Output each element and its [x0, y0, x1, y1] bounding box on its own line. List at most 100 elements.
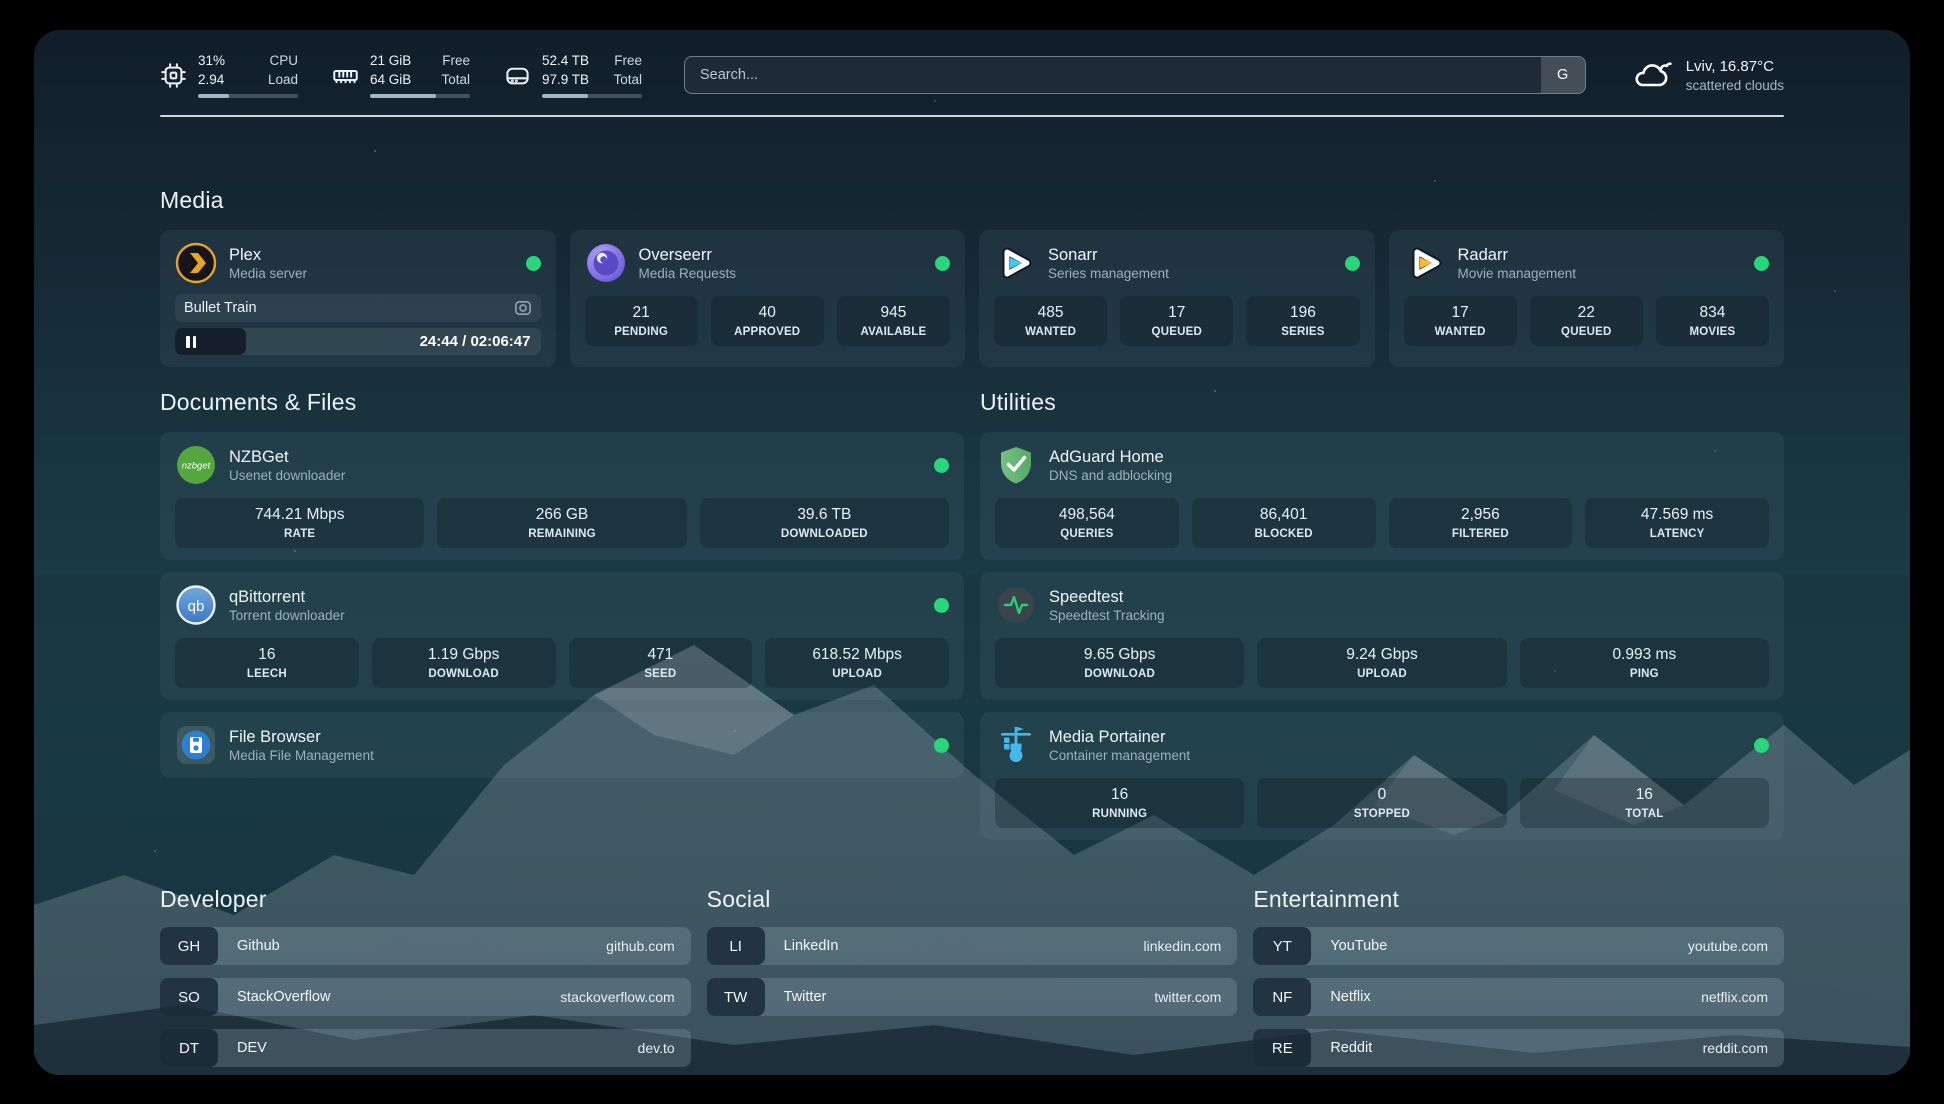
section-title-utilities: Utilities [980, 389, 1056, 415]
stat-series: 196 SERIES [1246, 296, 1360, 346]
service-card-qbittorrent[interactable]: qb qBittorrent Torrent downloader 16 LEEC… [160, 572, 964, 700]
snow-specks [34, 30, 36, 32]
service-card-adguard[interactable]: AdGuard Home DNS and adblocking 498,564 Q… [980, 432, 1784, 560]
bookmark-abbr: YT [1253, 927, 1312, 965]
service-card-overseerr[interactable]: Overseerr Media Requests 21 PENDING 40 APP… [569, 230, 965, 367]
playback-progress-bar: 24:44 / 02:06:47 [175, 328, 541, 355]
stat-downloaded: 39.6 TB DOWNLOADED [699, 498, 949, 548]
bookmark-abbr: DT [160, 1029, 218, 1067]
service-card-filebrowser[interactable]: File Browser Media File Management [160, 712, 964, 778]
service-card-nzbget[interactable]: nzbget NZBGet Usenet downloader 744.21 M… [160, 432, 964, 560]
disk-total: 97.9 TB [542, 71, 590, 87]
bookmark-twitter[interactable]: TW Twitter twitter.com [706, 978, 1238, 1016]
radarr-icon [1412, 247, 1441, 279]
status-dot [934, 737, 949, 753]
search-provider-button[interactable]: G [1540, 57, 1585, 93]
header-divider [160, 115, 1784, 117]
section-title-social: Social [706, 886, 771, 912]
dashboard-window: 31% CPU 2.94 Load 21 GiB Free 64 GiB Total [34, 30, 1910, 1075]
service-desc: Media server [229, 266, 308, 282]
memory-free: 21 GiB [370, 52, 412, 68]
bookmark-github[interactable]: GH Github github.com [160, 927, 691, 965]
bookmark-netflix[interactable]: NF Netflix netflix.com [1253, 978, 1784, 1016]
stat-ping: 0.993 ms PING [1519, 638, 1769, 688]
stat-pending: 21 PENDING [584, 296, 698, 346]
playback-time: 24:44 / 02:06:47 [419, 333, 531, 350]
bookmark-abbr: TW [706, 978, 765, 1016]
service-card-radarr[interactable]: Radarr Movie management 17 WANTED 22 QUEUE… [1388, 230, 1784, 367]
section-title-documents: Documents & Files [160, 389, 357, 415]
service-card-portainer[interactable]: Media Portainer Container management 16 R… [980, 712, 1784, 840]
filebrowser-icon [177, 726, 215, 764]
service-card-plex[interactable]: Plex Media server Bullet Train 24:44 / 0… [160, 230, 556, 367]
bookmark-abbr: RE [1253, 1029, 1312, 1067]
bookmark-stackoverflow[interactable]: SO StackOverflow stackoverflow.com [160, 978, 691, 1016]
qbittorrent-icon: qb [176, 585, 216, 625]
bookmark-dev[interactable]: DT DEV dev.to [160, 1029, 691, 1067]
nzbget-icon: nzbget [177, 446, 215, 484]
cpu-percent: 31% [198, 52, 226, 68]
search-box: G [684, 56, 1586, 94]
bookmark-linkedin[interactable]: LI LinkedIn linkedin.com [706, 927, 1238, 965]
service-name: Plex [229, 245, 262, 264]
memory-progress-bar [370, 94, 470, 99]
media-grid: Plex Media server Bullet Train 24:44 / 0… [160, 230, 1784, 367]
service-name: File Browser [229, 727, 321, 746]
service-desc: Movie management [1457, 266, 1577, 282]
service-name: Radarr [1457, 245, 1508, 264]
adguard-icon [1001, 447, 1031, 484]
status-dot [1754, 255, 1769, 271]
service-desc: Usenet downloader [229, 468, 346, 484]
stat-available: 945 AVAILABLE [836, 296, 951, 346]
section-title-media: Media [160, 187, 224, 213]
stat-leech: 16 LEECH [175, 638, 359, 688]
service-desc: Media File Management [229, 748, 374, 764]
cpu-icon [161, 62, 186, 88]
search-input[interactable] [684, 56, 1586, 94]
status-dot [935, 255, 950, 271]
resource-widgets: 31% CPU 2.94 Load 21 GiB Free 64 GiB Total [160, 52, 642, 99]
status-dot [1344, 255, 1360, 271]
top-bar: 31% CPU 2.94 Load 21 GiB Free 64 GiB Total [160, 42, 1784, 108]
service-name: Speedtest [1049, 587, 1124, 606]
stat-seed: 471 SEED [568, 638, 753, 688]
bookmark-abbr: SO [160, 978, 218, 1016]
status-dot [934, 597, 949, 613]
stat-stopped: 0 STOPPED [1257, 778, 1507, 828]
mountain-background [34, 645, 1910, 1075]
stat-total: 16 TOTAL [1519, 778, 1769, 828]
service-name: NZBGet [229, 447, 289, 466]
weather-location: Lviv, 16.87°C [1685, 58, 1774, 76]
service-desc: Speedtest Tracking [1049, 608, 1165, 624]
bookmark-youtube[interactable]: YT YouTube youtube.com [1253, 927, 1784, 965]
bookmark-group-entertainment: Entertainment YT YouTube youtube.com NF … [1253, 886, 1784, 1067]
speedtest-icon [998, 587, 1034, 623]
stat-upload: 9.24 Gbps UPLOAD [1257, 638, 1507, 688]
disk-progress-bar [542, 94, 642, 99]
sonarr-icon [1002, 247, 1032, 279]
stat-download: 9.65 Gbps DOWNLOAD [995, 638, 1245, 688]
cpu-progress-bar [198, 94, 298, 99]
service-name: Sonarr [1048, 245, 1098, 264]
service-name: Media Portainer [1049, 727, 1166, 746]
disk-icon [506, 67, 529, 84]
utilities-column: Utilities [980, 389, 1784, 840]
bookmark-reddit[interactable]: RE Reddit reddit.com [1253, 1029, 1784, 1067]
plex-icon [175, 242, 217, 284]
stat-remaining: 266 GB REMAINING [437, 498, 687, 548]
service-card-sonarr[interactable]: Sonarr Series management 485 WANTED 17 QUE… [979, 230, 1375, 367]
section-title-entertainment: Entertainment [1253, 886, 1400, 912]
service-card-speedtest[interactable]: Speedtest Speedtest Tracking 9.65 Gbps DO… [980, 572, 1784, 700]
service-name: AdGuard Home [1049, 447, 1164, 466]
now-playing-row: Bullet Train [175, 294, 541, 322]
disk-widget: 52.4 TB Free 97.9 TB Total [504, 52, 642, 99]
cpu-widget: 31% CPU 2.94 Load [160, 52, 298, 99]
status-dot [1754, 737, 1769, 753]
documents-column: Documents & Files nzbget [160, 389, 964, 840]
stat-upload: 618.52 Mbps UPLOAD [765, 638, 949, 688]
now-playing-view-icon[interactable] [514, 300, 532, 316]
bookmark-group-social: Social LI LinkedIn linkedin.com TW Twitt… [706, 886, 1238, 1067]
cloud-icon [1635, 62, 1672, 87]
disk-free: 52.4 TB [542, 52, 590, 68]
